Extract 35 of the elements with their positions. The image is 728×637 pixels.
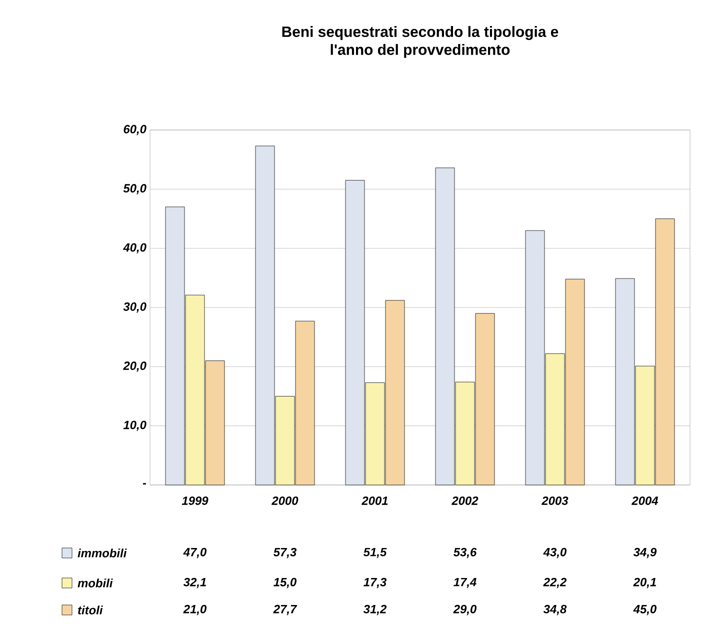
legend-label: mobili <box>78 578 113 588</box>
data-label: 45,0 <box>633 604 657 616</box>
x-tick-label: 2003 <box>542 496 568 505</box>
y-tick-label: - <box>142 483 146 484</box>
x-tick-label: 2000 <box>272 496 298 505</box>
data-label: 20,1 <box>633 578 656 588</box>
data-label: 21,0 <box>183 604 207 616</box>
data-label: 27,7 <box>273 604 298 616</box>
legend-label: immobili <box>78 548 127 558</box>
data-label: 22,2 <box>543 578 567 588</box>
data-label: 17,4 <box>454 578 476 588</box>
data-label: 51,5 <box>363 548 387 558</box>
data-label: 47,0 <box>183 548 207 558</box>
x-tick-label: 2004 <box>632 496 658 505</box>
x-tick-label: 2001 <box>362 496 388 505</box>
data-label: 29,0 <box>453 604 477 616</box>
data-label: 57,3 <box>273 548 297 558</box>
y-tick-label: 40,0 <box>123 243 146 254</box>
legend-label: titoli <box>78 606 103 614</box>
y-tick-label: 30,0 <box>123 302 146 313</box>
x-tick-label: 2002 <box>452 496 478 505</box>
x-tick-label: 1999 <box>182 496 208 505</box>
data-label: 34,9 <box>633 548 657 558</box>
data-label: 53,6 <box>453 548 477 558</box>
y-tick-label: 20,0 <box>123 362 146 372</box>
data-label: 17,3 <box>364 578 387 588</box>
y-tick-label: 60,0 <box>124 124 146 136</box>
y-tick-label: 10,0 <box>123 420 146 431</box>
y-tick-label: 50,0 <box>123 184 146 194</box>
data-label: 32,1 <box>183 578 206 588</box>
data-label: 43,0 <box>543 548 567 558</box>
data-label: 34,8 <box>543 604 567 616</box>
data-label: 15,0 <box>274 578 297 588</box>
data-label: 31,2 <box>363 604 387 616</box>
chart-title: Beni sequestrati secondo la tipologia e l'anno del provvedimento <box>282 26 558 58</box>
